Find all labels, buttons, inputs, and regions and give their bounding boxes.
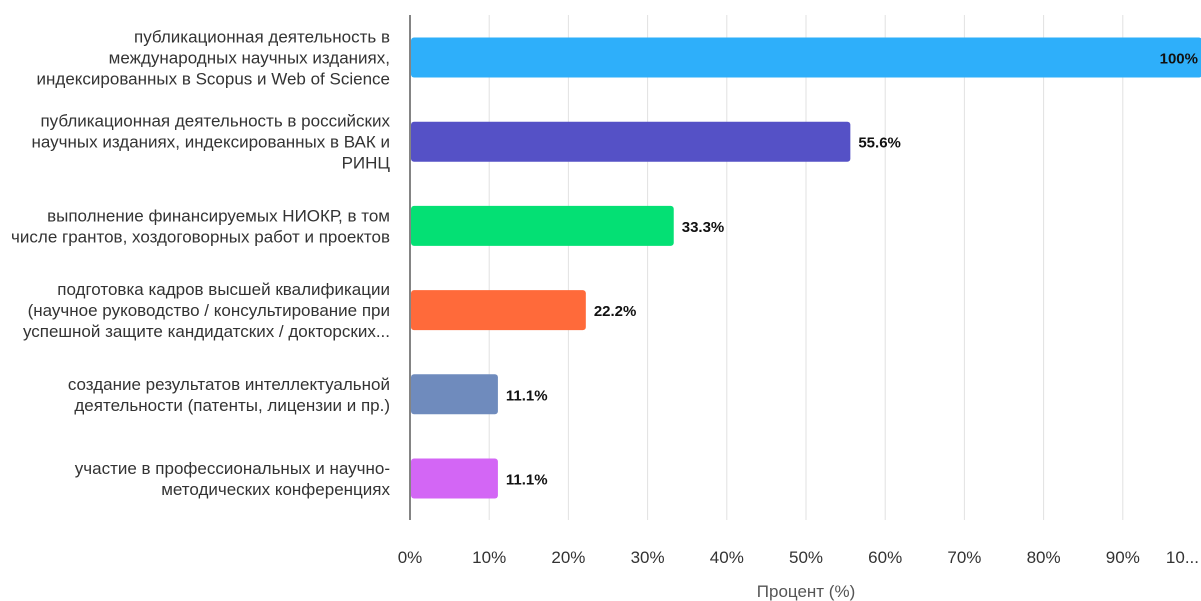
bar[interactable] xyxy=(411,205,674,246)
data-label: 22.2% xyxy=(594,303,637,320)
x-tick-label: 30% xyxy=(631,548,665,567)
x-tick-label: 60% xyxy=(868,548,902,567)
gridlines xyxy=(488,15,1124,520)
category-label: РИНЦ xyxy=(342,154,391,173)
data-label: 11.1% xyxy=(506,387,548,404)
category-label: числе грантов, хоздоговорных работ и про… xyxy=(11,227,390,246)
data-labels: 100% 55.6% 33.3% 22.2% 11.1% 11.1% xyxy=(506,51,1198,489)
data-label: 55.6% xyxy=(858,135,901,152)
x-tick-label: 20% xyxy=(551,548,585,567)
category-label: публикационная деятельность в xyxy=(134,28,390,47)
bar[interactable] xyxy=(411,290,586,331)
x-tick-label: 70% xyxy=(947,548,981,567)
x-tick-label: 80% xyxy=(1027,548,1061,567)
category-label: успешной защите кандидатских / докторски… xyxy=(23,322,390,341)
category-label: методических конференциях xyxy=(161,480,390,499)
data-label: 11.1% xyxy=(506,472,548,489)
category-label: выполнение финансируемых НИОКР, в том xyxy=(47,206,390,225)
category-label: международных научных изданиях, xyxy=(109,49,390,68)
bars xyxy=(411,37,1201,499)
x-tick-label: 0% xyxy=(398,548,423,567)
bar[interactable] xyxy=(411,374,498,415)
category-label: индексированных в Scopus и Web of Scienc… xyxy=(37,70,390,89)
bar[interactable] xyxy=(411,37,1201,78)
x-tick-label: 10... xyxy=(1166,548,1199,567)
x-tick-label: 10% xyxy=(472,548,506,567)
x-axis-title: Процент (%) xyxy=(757,582,855,601)
x-tick-label: 50% xyxy=(789,548,823,567)
x-tick-label: 40% xyxy=(710,548,744,567)
bar[interactable] xyxy=(411,458,498,499)
data-label: 100% xyxy=(1160,51,1198,68)
category-label: участие в профессиональных и научно- xyxy=(75,459,390,478)
x-tick-label: 90% xyxy=(1106,548,1140,567)
category-label: научных изданиях, индексированных в ВАК … xyxy=(32,133,390,152)
category-label: подготовка кадров высшей квалификации xyxy=(57,280,390,299)
category-label: публикационная деятельность в российских xyxy=(40,112,390,131)
category-label: (научное руководство / консультирование … xyxy=(28,301,390,320)
category-label: создание результатов интеллектуальной xyxy=(68,375,390,394)
data-label: 33.3% xyxy=(682,219,725,236)
category-labels: публикационная деятельность в международн… xyxy=(11,28,390,500)
x-tick-labels: 0% 10% 20% 30% 40% 50% 60% 70% 80% 90% 10... xyxy=(398,548,1199,567)
category-label: деятельности (патенты, лицензии и пр.) xyxy=(74,396,390,415)
bar[interactable] xyxy=(411,121,851,162)
